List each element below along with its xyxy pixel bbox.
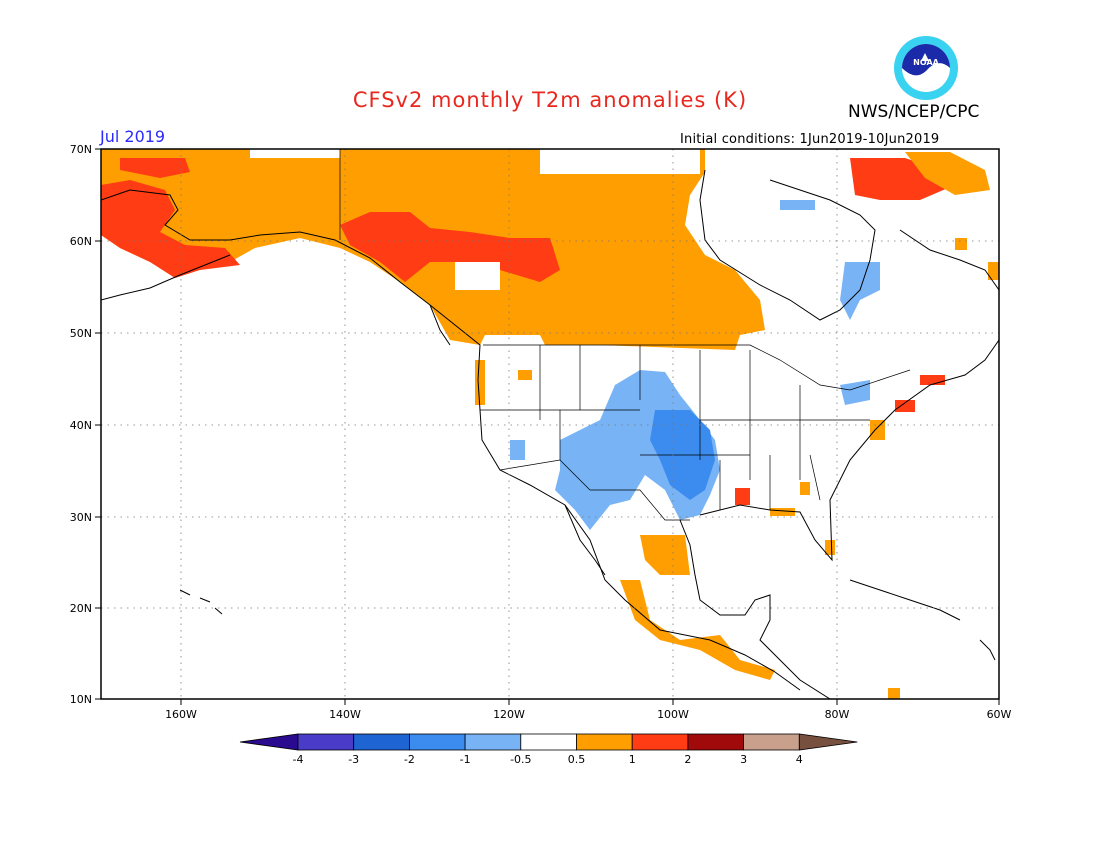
colorbar-label: 3 (740, 753, 747, 766)
neutral-gap-arctic (540, 149, 700, 174)
colorbar-label: -0.5 (510, 753, 531, 766)
lon-label-100w: 100W (657, 708, 689, 721)
neutral-gap-yukon (455, 262, 500, 290)
colorbar-segment (687, 733, 745, 751)
warm-anomaly-gulf-coast (770, 420, 900, 699)
map-frame (100, 148, 1000, 700)
graticule (101, 149, 999, 699)
colorbar-label: -2 (404, 753, 415, 766)
colorbar-segment (464, 733, 522, 751)
lat-label-20n: 20N (70, 602, 92, 615)
map-title: CFSv2 monthly T2m anomalies (K) (352, 88, 748, 112)
cool-anomaly-great-lakes (840, 380, 870, 405)
lat-label-40n: 40N (70, 419, 92, 432)
lat-label-30n: 30N (70, 511, 92, 524)
colorbar-segment (353, 733, 410, 751)
lon-label-120w: 120W (493, 708, 525, 721)
lon-label-140w: 140W (329, 708, 361, 721)
neutral-gap-nw-territories (250, 149, 340, 158)
lat-label-50n: 50N (70, 327, 92, 340)
warm-anomaly-newfoundland (988, 262, 999, 280)
warm-anomaly-baja (475, 360, 532, 405)
warm-anomaly-mexico-coast (620, 580, 775, 680)
colorbar-segment (576, 733, 633, 751)
colorbar (239, 733, 858, 751)
initial-conditions: Initial conditions: 1Jun2019-10Jun2019 (680, 132, 940, 147)
valid-month: Jul 2019 (100, 127, 166, 146)
hot-anomaly-louisiana (735, 488, 750, 505)
hot-anomaly-bc-yukon (340, 212, 560, 282)
lon-label-80w: 80W (825, 708, 850, 721)
colorbar-label: 2 (684, 753, 691, 766)
lon-ticks (180, 699, 1000, 705)
colorbar-arrow-high (798, 733, 858, 751)
warm-anomaly-labrador (955, 238, 967, 250)
coastlines (101, 169, 999, 699)
hot-anomaly-alaska-sw (101, 180, 240, 278)
lat-label-60n: 60N (70, 235, 92, 248)
colorbar-label: -3 (348, 753, 359, 766)
political-boundaries (339, 149, 911, 521)
colorbar-segment (631, 733, 689, 751)
colorbar-label: 4 (796, 753, 803, 766)
colorbar-segment (297, 733, 355, 751)
lon-label-60w: 60W (987, 708, 1012, 721)
colorbar-segment (743, 733, 800, 751)
colorbar-label: -1 (460, 753, 471, 766)
noaa-logo: NOAA (894, 36, 958, 100)
lon-label-160w: 160W (165, 708, 197, 721)
colorbar-label: 0.5 (568, 753, 586, 766)
colorbar-label: -4 (293, 753, 304, 766)
lon-labels: 160W 140W 120W 100W 80W 60W (165, 708, 1011, 721)
cool-anomaly-rockies (510, 440, 525, 460)
agency-label: NWS/NCEP/CPC (848, 102, 980, 122)
colorbar-segment (408, 733, 466, 751)
anomaly-fields (101, 149, 999, 699)
hot-anomaly-alaska-north (120, 158, 190, 178)
lat-labels: 70N 60N 50N 40N 30N 20N 10N (70, 143, 92, 706)
colorbar-label: 1 (629, 753, 636, 766)
colorbar-labels: -4 -3 -2 -1 -0.5 0.5 1 2 3 4 (293, 753, 803, 766)
svg-text:NOAA: NOAA (913, 58, 939, 67)
warm-anomaly-greenland (905, 152, 990, 195)
colorbar-segment (520, 733, 577, 751)
lat-label-10n: 10N (70, 693, 92, 706)
cool-anomaly-hudson-bay (780, 200, 880, 320)
warm-anomaly-mexico-plateau (640, 535, 690, 575)
hot-anomaly-northeast-us (895, 375, 945, 412)
colorbar-arrow-low (239, 733, 299, 751)
lat-ticks (95, 148, 101, 700)
lat-label-70n: 70N (70, 143, 92, 156)
